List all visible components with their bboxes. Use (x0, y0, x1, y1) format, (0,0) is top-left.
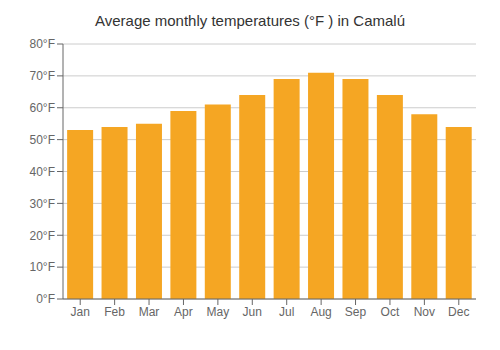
svg-text:Jan: Jan (71, 305, 90, 319)
svg-text:Jun: Jun (243, 305, 262, 319)
svg-text:20°F: 20°F (30, 229, 55, 243)
svg-text:Dec: Dec (448, 305, 469, 319)
html-text:Average monthly temperatures (: Average monthly temperatures (°F ) in Ca… (95, 12, 405, 29)
svg-text:0°F: 0°F (36, 292, 55, 306)
svg-text:Oct: Oct (381, 305, 400, 319)
svg-text:40°F: 40°F (30, 165, 55, 179)
svg-text:50°F: 50°F (30, 133, 55, 147)
svg-text:Mar: Mar (139, 305, 160, 319)
svg-text:60°F: 60°F (30, 101, 55, 115)
svg-text:80°F: 80°F (30, 37, 55, 51)
svg-text:Apr: Apr (174, 305, 193, 319)
svg-text:Aug: Aug (310, 305, 331, 319)
svg-text:Jul: Jul (279, 305, 294, 319)
svg-text:30°F: 30°F (30, 197, 55, 211)
svg-text:Feb: Feb (104, 305, 125, 319)
svg-text:70°F: 70°F (30, 69, 55, 83)
svg-text:10°F: 10°F (30, 260, 55, 274)
svg-text:May: May (207, 305, 230, 319)
svg-text:Nov: Nov (414, 305, 435, 319)
svg-text:Sep: Sep (345, 305, 367, 319)
